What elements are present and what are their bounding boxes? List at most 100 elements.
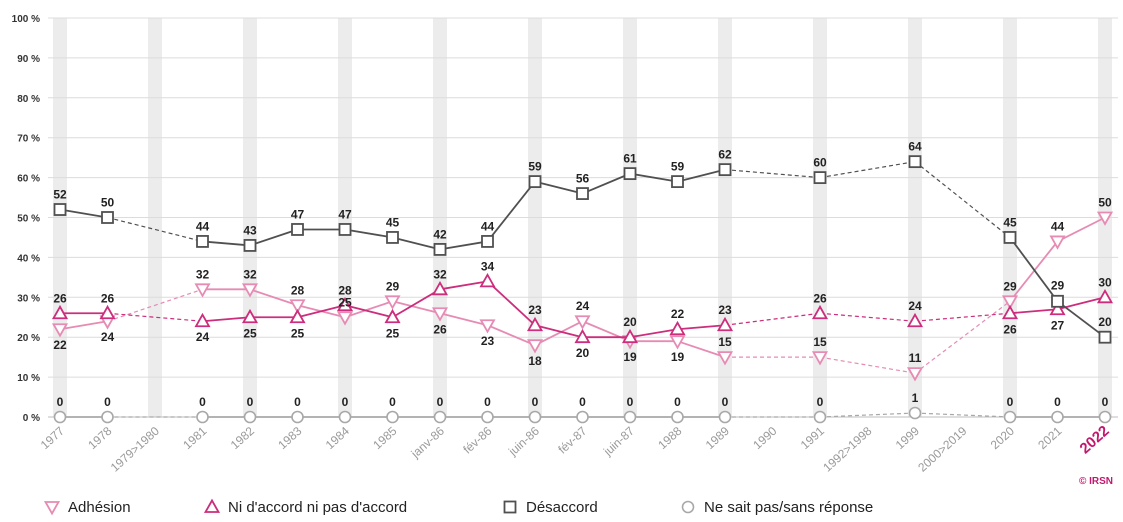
x-tick-label: 1985 — [370, 424, 399, 452]
data-label: 0 — [342, 395, 349, 409]
series-line — [249, 288, 298, 307]
y-axis: 0 % 10 % 20 % 30 % 40 % 50 % 60 % 70 % 80 % 90 % 1… — [12, 14, 40, 424]
data-point — [291, 223, 304, 236]
data-point — [813, 171, 827, 185]
data-point — [623, 167, 637, 181]
data-label: 0 — [294, 395, 301, 409]
x-tick-label: janv-86 — [408, 424, 448, 462]
data-point — [386, 231, 399, 244]
data-point — [53, 203, 67, 216]
data-label: 22 — [53, 338, 67, 352]
series-line — [629, 328, 678, 339]
data-point — [243, 410, 257, 424]
legend-label: Désaccord — [526, 499, 598, 516]
series-line — [107, 288, 203, 322]
data-label: 26 — [813, 291, 827, 305]
data-point — [574, 315, 591, 330]
data-label: 24 — [576, 299, 590, 313]
data-label: 0 — [247, 395, 254, 409]
x-tick-label: 1979>1980 — [108, 424, 162, 475]
legend: Adhésion Ni d'accord ni pas d'accord Désac… — [43, 498, 873, 516]
series-d-saccord — [53, 155, 1112, 344]
data-point — [716, 316, 734, 332]
x-tick-label: juin-87 — [600, 424, 637, 459]
y-tick-label: 50 % — [17, 214, 40, 225]
data-point — [433, 243, 447, 256]
x-tick-label: 1989 — [703, 424, 732, 452]
data-label: 34 — [481, 259, 495, 273]
y-tick-label: 60 % — [17, 174, 40, 185]
y-tick-label: 30 % — [17, 293, 40, 304]
y-tick-label: 20 % — [17, 333, 40, 344]
series-line — [107, 216, 203, 243]
data-point — [384, 308, 401, 324]
data-point — [243, 239, 257, 252]
data-point — [53, 410, 67, 424]
data-label: 44 — [1051, 219, 1065, 233]
data-point — [241, 308, 259, 324]
y-tick-label: 0 % — [23, 413, 40, 424]
data-point — [338, 410, 352, 424]
data-point — [811, 304, 829, 320]
data-point — [1096, 288, 1114, 304]
series-line — [819, 356, 916, 374]
data-point — [526, 316, 544, 332]
data-point — [431, 307, 449, 322]
series-line — [439, 240, 488, 251]
data-point — [101, 211, 114, 224]
x-tick-label: 1991 — [798, 424, 827, 452]
series-line — [1009, 240, 1059, 302]
data-point — [194, 312, 211, 328]
series — [51, 155, 1114, 424]
data-point — [289, 308, 306, 324]
data-point — [386, 410, 399, 424]
series-line — [487, 324, 536, 347]
data-label: 29 — [386, 279, 400, 293]
series-line — [914, 161, 1011, 238]
data-point — [1096, 211, 1114, 226]
x-tick-label: 1982 — [228, 424, 257, 452]
data-label: 24 — [101, 330, 115, 344]
series-line — [534, 324, 583, 339]
series-adh-sion — [51, 211, 1114, 382]
x-tick-label: 1977 — [38, 424, 67, 452]
x-tick-label: 2020 — [988, 424, 1017, 452]
data-point — [431, 280, 449, 296]
data-point — [196, 235, 209, 248]
y-tick-label: 10 % — [17, 373, 40, 384]
legend-item: Ne sait pas/sans réponse — [681, 499, 873, 516]
data-label: 64 — [908, 140, 922, 154]
data-point — [623, 410, 637, 424]
series-line — [344, 228, 393, 239]
data-label: 26 — [433, 322, 447, 336]
legend-label: Adhésion — [68, 499, 131, 516]
data-label: 25 — [291, 326, 305, 340]
x-tick-label: 2021 — [1035, 424, 1064, 452]
x-tick-label: fév-87 — [555, 424, 589, 457]
data-label: 19 — [623, 350, 637, 364]
legend-item: Ni d'accord ni pas d'accord — [203, 498, 407, 516]
data-label: 0 — [199, 395, 206, 409]
series-line — [677, 168, 726, 183]
data-label: 29 — [1003, 279, 1017, 293]
data-label: 0 — [104, 395, 111, 409]
data-point — [671, 410, 684, 424]
data-point — [528, 175, 542, 188]
data-point — [241, 283, 259, 298]
data-point — [811, 351, 829, 366]
data-point — [479, 319, 496, 334]
x-tick-label: 1981 — [180, 424, 209, 452]
series-line — [439, 312, 488, 327]
series-line — [486, 280, 536, 326]
data-point — [101, 410, 114, 424]
data-label: 30 — [1098, 275, 1112, 289]
series-line — [392, 300, 441, 315]
series-line — [629, 172, 678, 183]
series-ni-d-accord-ni-pas-d-accord — [51, 273, 1114, 344]
data-point — [906, 312, 924, 328]
data-label: 44 — [481, 219, 495, 233]
data-point — [99, 304, 116, 320]
data-label: 47 — [291, 207, 305, 221]
